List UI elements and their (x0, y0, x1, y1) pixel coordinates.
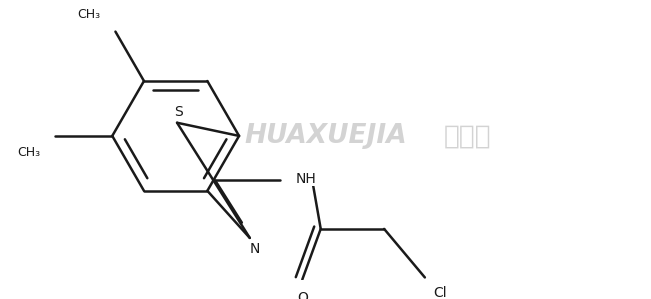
Text: S: S (174, 105, 182, 119)
Text: CH₃: CH₃ (17, 146, 40, 159)
Text: 化学加: 化学加 (444, 123, 492, 149)
Text: N: N (249, 242, 260, 257)
Text: CH₃: CH₃ (77, 8, 100, 21)
Text: NH: NH (296, 172, 317, 186)
Text: HUAXUEJIA: HUAXUEJIA (244, 123, 407, 149)
Text: O: O (297, 291, 308, 299)
Text: Cl: Cl (433, 286, 447, 299)
